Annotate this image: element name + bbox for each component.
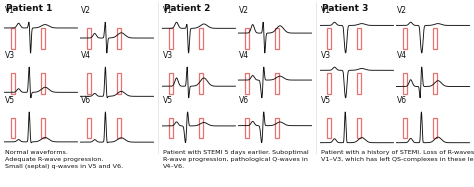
Text: V1: V1 xyxy=(5,6,15,15)
Text: V6: V6 xyxy=(239,96,249,105)
Text: Patient 3: Patient 3 xyxy=(322,4,368,13)
Text: V4: V4 xyxy=(81,51,91,60)
Text: V3: V3 xyxy=(163,51,173,60)
Text: V5: V5 xyxy=(5,96,15,105)
Text: V2: V2 xyxy=(397,6,407,15)
Text: Normal waveforms.
Adequate R-wave progression.
Small (septal) q-waves in V5 and : Normal waveforms. Adequate R-wave progre… xyxy=(5,150,123,169)
Text: Patient 2: Patient 2 xyxy=(164,4,210,13)
Text: V6: V6 xyxy=(397,96,407,105)
Text: Patient 1: Patient 1 xyxy=(6,4,53,13)
Text: V5: V5 xyxy=(320,96,331,105)
Text: V4: V4 xyxy=(397,51,407,60)
Text: V5: V5 xyxy=(163,96,173,105)
Text: V4: V4 xyxy=(239,51,249,60)
Text: V3: V3 xyxy=(5,51,15,60)
Text: Patient with STEMI 5 days earlier. Suboptimal
R-wave progression, pathological Q: Patient with STEMI 5 days earlier. Subop… xyxy=(163,150,309,169)
Text: V2: V2 xyxy=(239,6,249,15)
Text: V3: V3 xyxy=(320,51,331,60)
Text: V6: V6 xyxy=(81,96,91,105)
Text: Patient with a history of STEMI. Loss of R-waves in
V1–V3, which has left QS-com: Patient with a history of STEMI. Loss of… xyxy=(321,150,474,162)
Text: V2: V2 xyxy=(81,6,91,15)
Text: V1: V1 xyxy=(163,6,173,15)
Text: V1: V1 xyxy=(320,6,330,15)
